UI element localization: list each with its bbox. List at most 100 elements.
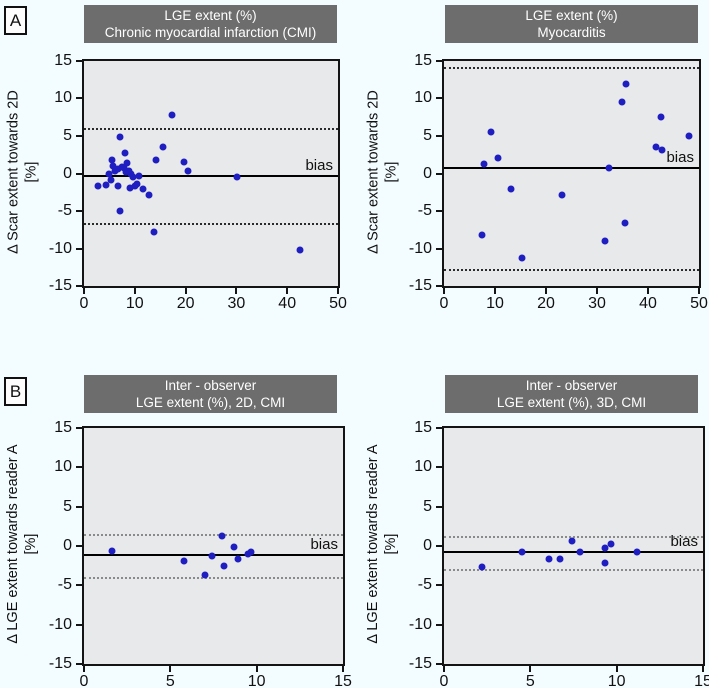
x-tick bbox=[647, 288, 649, 294]
y-tick-label: 10 bbox=[414, 458, 432, 476]
data-point bbox=[622, 80, 630, 88]
data-point bbox=[518, 548, 526, 555]
y-tick-label: -10 bbox=[408, 615, 432, 633]
y-tick bbox=[436, 285, 442, 287]
y-tick bbox=[76, 172, 82, 175]
y-tick bbox=[76, 663, 82, 665]
y-axis-title-line1: Δ Scar extent towards 2D bbox=[365, 90, 382, 254]
y-tick bbox=[436, 247, 442, 250]
y-tick bbox=[76, 623, 82, 626]
data-point bbox=[601, 237, 609, 245]
chart-title-interobserver-3d: Inter - observer LGE extent (%), 3D, CMI bbox=[445, 375, 698, 413]
data-point bbox=[120, 164, 128, 171]
data-point bbox=[184, 167, 192, 175]
plot-area-interobserver-2d: bias 15 10 5 0 -5 -10 -15 0 5 10 15 bbox=[49, 419, 352, 688]
chart-title-interobserver-2d: Inter - observer LGE extent (%), 2D, CMI bbox=[84, 375, 337, 413]
data-point bbox=[218, 532, 226, 540]
data-point bbox=[121, 149, 129, 157]
y-tick-label: 0 bbox=[63, 537, 72, 554]
data-point bbox=[129, 173, 137, 180]
data-point bbox=[116, 207, 124, 215]
y-tick-label: -5 bbox=[57, 576, 72, 594]
data-point bbox=[116, 133, 124, 141]
data-point bbox=[657, 113, 665, 121]
data-point bbox=[518, 254, 526, 261]
x-tick-label: 10 bbox=[125, 295, 144, 312]
data-point bbox=[102, 181, 110, 189]
plot-area-myocarditis: bias 15 10 5 0 -5 -10 -15 0 10 20 30 40 50 bbox=[409, 52, 708, 312]
data-point bbox=[601, 559, 609, 567]
x-tick-label: 40 bbox=[639, 295, 657, 312]
chart-title-line1: LGE extent (%) bbox=[525, 8, 618, 23]
data-point bbox=[152, 156, 160, 164]
y-axis-title: Δ LGE extent towards reader A [%] bbox=[4, 426, 44, 662]
x-tick bbox=[133, 288, 136, 294]
bias-line bbox=[444, 551, 703, 554]
bias-annotation: bias bbox=[670, 533, 698, 551]
data-point bbox=[123, 159, 131, 167]
x-tick bbox=[342, 666, 344, 672]
x-tick-label: 0 bbox=[79, 673, 89, 688]
y-tick bbox=[436, 97, 442, 100]
y-tick-label: -15 bbox=[48, 277, 72, 294]
x-tick bbox=[615, 666, 618, 672]
y-tick bbox=[76, 545, 82, 547]
y-axis-title-line2: [%] bbox=[23, 533, 39, 555]
chart-title-line2: LGE extent (%), 3D, CMI bbox=[496, 395, 647, 410]
y-axis-title-line2: [%] bbox=[383, 161, 400, 183]
data-point bbox=[114, 165, 122, 173]
y-axis-title-line1: Δ Scar extent towards 2D bbox=[5, 90, 22, 254]
data-point bbox=[576, 548, 584, 555]
x-tick bbox=[255, 666, 258, 672]
data-point bbox=[568, 537, 576, 545]
x-tick bbox=[443, 288, 445, 294]
y-tick bbox=[436, 209, 442, 212]
y-axis-title: Δ Scar extent towards 2D [%] bbox=[5, 60, 45, 285]
y-tick-label: -15 bbox=[408, 277, 432, 294]
y-tick-label: 15 bbox=[414, 52, 432, 69]
data-point bbox=[220, 562, 228, 570]
y-tick bbox=[436, 466, 442, 469]
data-point bbox=[658, 146, 666, 153]
y-tick-label: -15 bbox=[48, 655, 72, 672]
data-point bbox=[208, 552, 216, 560]
x-tick bbox=[184, 288, 187, 294]
y-axis-title-line2: [%] bbox=[23, 161, 40, 183]
data-point bbox=[94, 182, 102, 189]
data-point bbox=[230, 543, 238, 551]
y-tick-label: -15 bbox=[408, 655, 432, 672]
y-tick-label: 5 bbox=[63, 497, 72, 515]
data-point bbox=[139, 185, 147, 193]
loa-lower-line bbox=[444, 269, 699, 272]
y-axis-title: Δ LGE extent towards reader A [%] bbox=[364, 426, 404, 662]
data-point bbox=[247, 548, 255, 555]
data-point bbox=[480, 160, 488, 168]
x-tick-label: 10 bbox=[247, 673, 266, 688]
x-tick-label: 30 bbox=[588, 295, 606, 312]
x-tick-label: 20 bbox=[537, 295, 555, 312]
chart-title-cmi: LGE extent (%) Chronic myocardial infarc… bbox=[84, 5, 337, 43]
y-tick bbox=[76, 247, 82, 250]
data-point bbox=[109, 162, 117, 170]
y-tick bbox=[76, 285, 82, 287]
x-tick-label: 30 bbox=[227, 295, 246, 312]
y-tick bbox=[436, 134, 442, 137]
data-point bbox=[107, 176, 115, 183]
x-tick-label: 0 bbox=[439, 295, 449, 312]
x-tick bbox=[169, 666, 172, 672]
data-point bbox=[180, 557, 188, 565]
y-tick-label: 15 bbox=[414, 419, 432, 436]
x-tick bbox=[529, 666, 532, 672]
data-point bbox=[105, 170, 113, 178]
data-point bbox=[487, 128, 495, 135]
chart-title-myocarditis: LGE extent (%) Myocarditis bbox=[445, 5, 698, 43]
y-tick bbox=[436, 505, 442, 508]
y-tick-label: 15 bbox=[54, 419, 72, 436]
data-point bbox=[135, 172, 143, 180]
x-tick bbox=[235, 288, 238, 294]
y-tick-label: 10 bbox=[54, 458, 72, 476]
y-axis-title: Δ Scar extent towards 2D [%] bbox=[365, 60, 405, 285]
x-tick bbox=[83, 666, 85, 672]
data-point bbox=[201, 571, 209, 579]
loa-lower-line bbox=[84, 577, 343, 580]
